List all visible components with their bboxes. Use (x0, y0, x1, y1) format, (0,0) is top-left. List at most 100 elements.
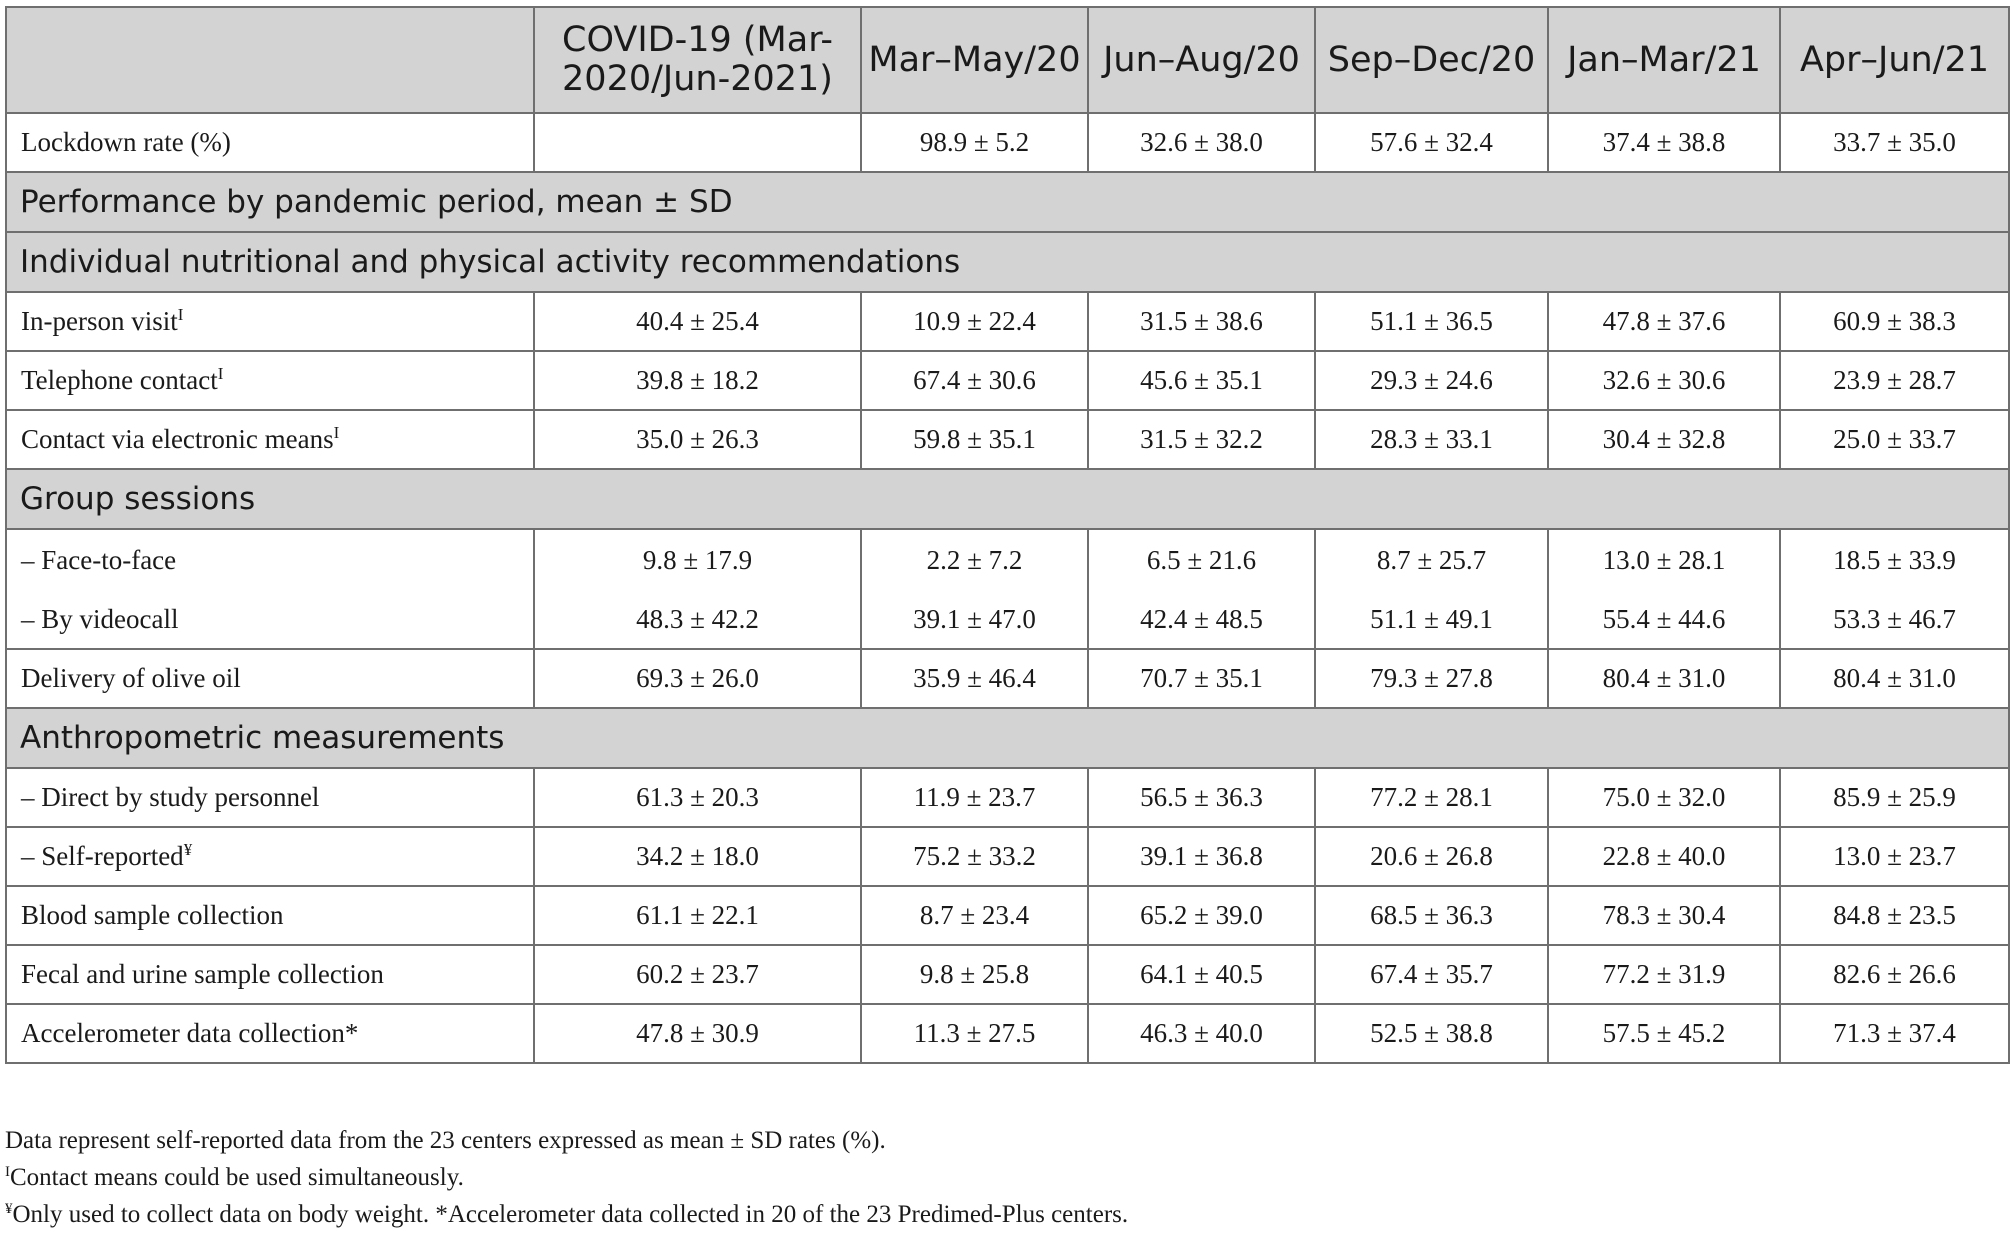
header-sep-dec-20: Sep–Dec/20 (1314, 6, 1549, 114)
table-row-accelerometer: Accelerometer data collection* 47.8 ± 30… (5, 1003, 2010, 1064)
table-cell: 31.5 ± 32.2 (1087, 409, 1316, 470)
table-cell: 70.7 ± 35.1 (1087, 648, 1316, 709)
table-cell: 98.9 ± 5.2 (860, 112, 1089, 173)
table-cell: 67.4 ± 30.6 (860, 350, 1089, 411)
table-cell: 60.2 ± 23.7 (533, 944, 862, 1005)
table-cell: 8.7 ± 25.7 (1314, 528, 1549, 590)
footnote-text: Contact means could be used simultaneous… (10, 1164, 464, 1191)
table-cell: 71.3 ± 37.4 (1779, 1003, 2010, 1064)
table-cell: 78.3 ± 30.4 (1547, 885, 1781, 946)
table-cell: 2.2 ± 7.2 (860, 528, 1089, 590)
table-row-electronic-contact: Contact via electronic meansI 35.0 ± 26.… (5, 409, 2010, 470)
table-row-self-reported: – Self-reported¥ 34.2 ± 18.0 75.2 ± 33.2… (5, 826, 2010, 887)
table-cell: 39.1 ± 47.0 (860, 590, 1089, 650)
header-jun-aug-20: Jun–Aug/20 (1087, 6, 1316, 114)
table-cell: 77.2 ± 28.1 (1314, 767, 1549, 828)
section-heading: Individual nutritional and physical acti… (5, 231, 2010, 293)
footnote-mark: I (177, 305, 184, 324)
table-cell: 67.4 ± 35.7 (1314, 944, 1549, 1005)
footnote-mark: ¥ (5, 1201, 13, 1217)
table-cell: 69.3 ± 26.0 (533, 648, 862, 709)
table-cell: 79.3 ± 27.8 (1314, 648, 1549, 709)
header-row: COVID-19 (Mar-2020/Jun-2021) Mar–May/20 … (5, 6, 2010, 114)
row-label: – Face-to-face (5, 528, 535, 590)
footnote-line: IContact means could be used simultaneou… (5, 1159, 2005, 1196)
table-cell: 56.5 ± 36.3 (1087, 767, 1316, 828)
table-cell: 68.5 ± 36.3 (1314, 885, 1549, 946)
row-label-text: Telephone contact (21, 365, 218, 395)
results-table-container: COVID-19 (Mar-2020/Jun-2021) Mar–May/20 … (5, 6, 2010, 1064)
row-label: Contact via electronic meansI (5, 409, 535, 470)
table-cell: 84.8 ± 23.5 (1779, 885, 2010, 946)
row-label: Telephone contactI (5, 350, 535, 411)
table-cell: 10.9 ± 22.4 (860, 291, 1089, 352)
table-cell: 75.2 ± 33.2 (860, 826, 1089, 887)
table-row-direct-personnel: – Direct by study personnel 61.3 ± 20.3 … (5, 767, 2010, 828)
row-label: Fecal and urine sample collection (5, 944, 535, 1005)
table-cell: 22.8 ± 40.0 (1547, 826, 1781, 887)
table-cell: 39.1 ± 36.8 (1087, 826, 1316, 887)
table-cell: 82.6 ± 26.6 (1779, 944, 2010, 1005)
footnote-mark: I (333, 423, 340, 442)
table-cell: 13.0 ± 23.7 (1779, 826, 2010, 887)
table-row-telephone-contact: Telephone contactI 39.8 ± 18.2 67.4 ± 30… (5, 350, 2010, 411)
table-cell: 25.0 ± 33.7 (1779, 409, 2010, 470)
footnote-mark: ¥ (183, 840, 193, 859)
table-cell: 11.3 ± 27.5 (860, 1003, 1089, 1064)
table-cell: 80.4 ± 31.0 (1547, 648, 1781, 709)
row-label: Delivery of olive oil (5, 648, 535, 709)
table-cell: 61.1 ± 22.1 (533, 885, 862, 946)
row-label-text: – Self-reported (21, 841, 184, 871)
row-label: – By videocall (5, 590, 535, 650)
table-cell: 13.0 ± 28.1 (1547, 528, 1781, 590)
row-label: – Direct by study personnel (5, 767, 535, 828)
table-cell (533, 112, 862, 173)
table-cell: 32.6 ± 38.0 (1087, 112, 1316, 173)
header-apr-jun-21: Apr–Jun/21 (1779, 6, 2010, 114)
table-cell: 35.0 ± 26.3 (533, 409, 862, 470)
header-covid-period: COVID-19 (Mar-2020/Jun-2021) (533, 6, 862, 114)
footnote-text: Only used to collect data on body weight… (12, 1201, 1129, 1228)
table-row-olive-oil: Delivery of olive oil 69.3 ± 26.0 35.9 ±… (5, 648, 2010, 709)
table-row-fecal-urine: Fecal and urine sample collection 60.2 ±… (5, 944, 2010, 1005)
table-cell: 39.8 ± 18.2 (533, 350, 862, 411)
table-cell: 64.1 ± 40.5 (1087, 944, 1316, 1005)
header-blank-cell (5, 6, 535, 114)
row-label-text: Contact via electronic means (21, 424, 334, 454)
table-cell: 11.9 ± 23.7 (860, 767, 1089, 828)
table-cell: 18.5 ± 33.9 (1779, 528, 2010, 590)
table-cell: 48.3 ± 42.2 (533, 590, 862, 650)
table-cell: 9.8 ± 17.9 (533, 528, 862, 590)
table-cell: 33.7 ± 35.0 (1779, 112, 2010, 173)
table-cell: 52.5 ± 38.8 (1314, 1003, 1549, 1064)
row-label: – Self-reported¥ (5, 826, 535, 887)
footnote-line: ¥Only used to collect data on body weigh… (5, 1196, 2005, 1233)
table-cell: 51.1 ± 49.1 (1314, 590, 1549, 650)
header-jan-mar-21: Jan–Mar/21 (1547, 6, 1781, 114)
table-cell: 55.4 ± 44.6 (1547, 590, 1781, 650)
table-row-blood-sample: Blood sample collection 61.1 ± 22.1 8.7 … (5, 885, 2010, 946)
header-mar-may-20: Mar–May/20 (860, 6, 1089, 114)
table-cell: 29.3 ± 24.6 (1314, 350, 1549, 411)
table-cell: 80.4 ± 31.0 (1779, 648, 2010, 709)
table-cell: 32.6 ± 30.6 (1547, 350, 1781, 411)
section-row-performance: Performance by pandemic period, mean ± S… (5, 171, 2010, 233)
table-cell: 60.9 ± 38.3 (1779, 291, 2010, 352)
table-cell: 9.8 ± 25.8 (860, 944, 1089, 1005)
table-cell: 85.9 ± 25.9 (1779, 767, 2010, 828)
table-cell: 75.0 ± 32.0 (1547, 767, 1781, 828)
table-cell: 77.2 ± 31.9 (1547, 944, 1781, 1005)
table-row-lockdown: Lockdown rate (%) 98.9 ± 5.2 32.6 ± 38.0… (5, 112, 2010, 173)
table-cell: 28.3 ± 33.1 (1314, 409, 1549, 470)
table-cell: 31.5 ± 38.6 (1087, 291, 1316, 352)
row-label-text: In-person visit (21, 306, 178, 336)
row-label: Lockdown rate (%) (5, 112, 535, 173)
row-label: Blood sample collection (5, 885, 535, 946)
table-footnotes: Data represent self-reported data from t… (5, 1122, 2005, 1233)
table-cell: 8.7 ± 23.4 (860, 885, 1089, 946)
section-row-anthropometric: Anthropometric measurements (5, 707, 2010, 769)
footnote-line: Data represent self-reported data from t… (5, 1127, 886, 1154)
table-row-face-to-face: – Face-to-face 9.8 ± 17.9 2.2 ± 7.2 6.5 … (5, 528, 2010, 590)
table-cell: 57.5 ± 45.2 (1547, 1003, 1781, 1064)
section-heading: Anthropometric measurements (5, 707, 2010, 769)
